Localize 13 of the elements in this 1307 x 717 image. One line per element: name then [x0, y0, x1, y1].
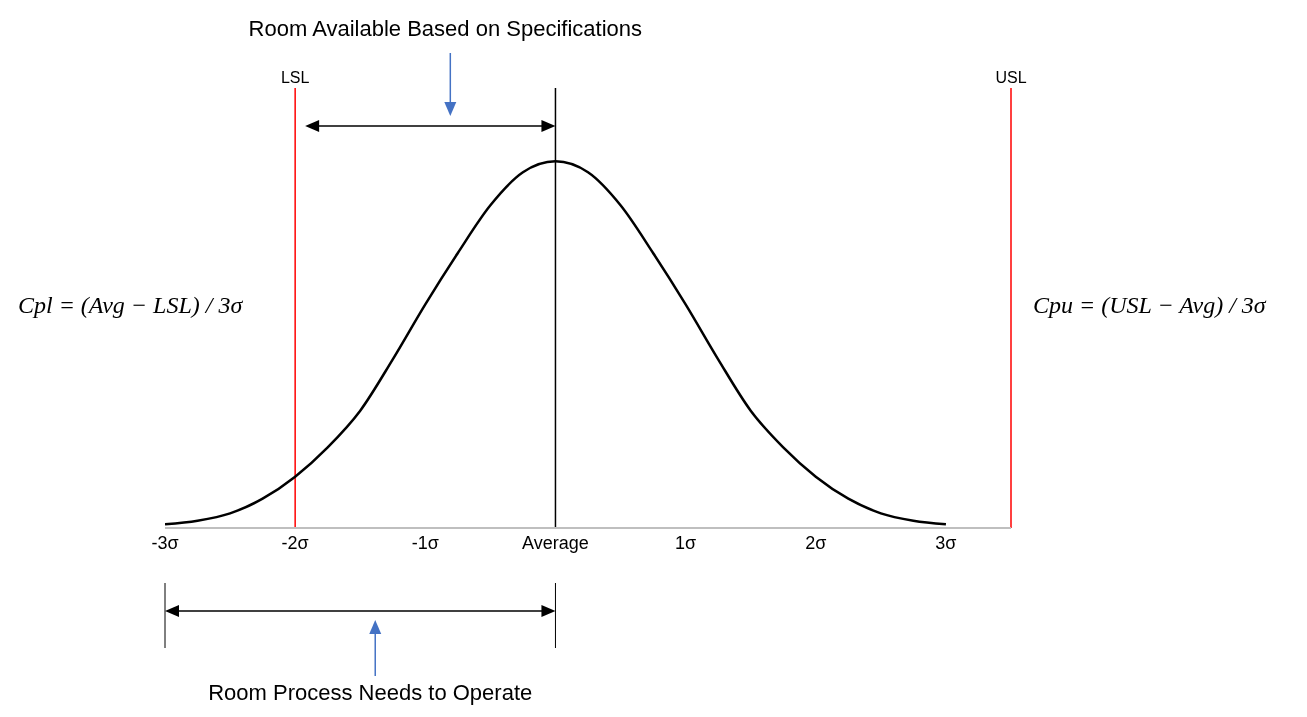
ref-line-label: LSL: [280, 69, 310, 86]
x-tick-label: 3σ: [935, 532, 957, 553]
x-tick-label: Average: [522, 532, 589, 553]
text: Cpu = (USL − Avg) / 3σ: [1033, 292, 1267, 318]
x-tick-label: 2σ: [805, 532, 827, 553]
x-tick-label: -2σ: [281, 532, 309, 553]
x-tick-label: 1σ: [675, 532, 697, 553]
text: Room Process Needs to Operate: [208, 680, 533, 705]
ref-line-label: USL: [995, 69, 1027, 86]
annotation: Cpl = (Avg − LSL) / 3σ: [18, 292, 244, 318]
x-tick-label: -1σ: [411, 532, 439, 553]
text: Room Available Based on Specifications: [248, 16, 642, 41]
x-tick-label: -3σ: [151, 532, 179, 553]
